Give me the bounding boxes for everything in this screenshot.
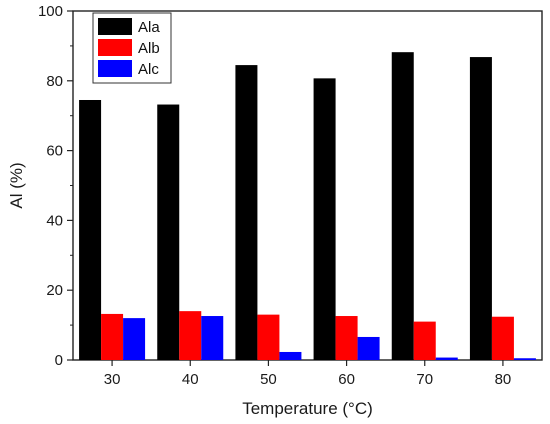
bar-ala-80 <box>469 57 492 361</box>
legend-swatch-alb <box>98 39 132 56</box>
legend-label-ala: Ala <box>138 19 160 36</box>
bar-alc-70 <box>435 357 458 360</box>
x-axis-title: Temperature (°C) <box>242 399 373 418</box>
axes: 0 20 40 60 80 100 30 40 50 60 70 80 <box>38 3 511 388</box>
bar-alc-50 <box>279 351 302 360</box>
bar-ala-50 <box>235 65 258 360</box>
y-tick-label: 0 <box>55 352 63 369</box>
bar-alb-30 <box>101 313 124 360</box>
y-tick-label: 60 <box>46 143 63 160</box>
bar-ala-70 <box>391 52 414 360</box>
bars <box>79 52 536 361</box>
y-tick-label: 80 <box>46 73 63 90</box>
x-tick-label: 40 <box>182 371 199 388</box>
bar-ala-40 <box>157 104 180 360</box>
bar-alc-60 <box>357 336 380 360</box>
legend-label-alb: Alb <box>138 40 160 57</box>
y-axis-title: Al (%) <box>7 162 26 208</box>
bar-alb-60 <box>335 316 358 360</box>
bar-alc-40 <box>201 316 224 360</box>
y-tick-label: 20 <box>46 282 63 299</box>
bar-alc-80 <box>513 358 536 360</box>
x-tick-label: 30 <box>104 371 121 388</box>
legend: Ala Alb Alc <box>92 12 172 84</box>
legend-swatch-alc <box>98 60 132 77</box>
bar-alb-40 <box>179 311 202 360</box>
x-tick-label: 60 <box>338 371 355 388</box>
x-tick-label: 70 <box>416 371 433 388</box>
bar-alb-50 <box>257 314 280 360</box>
legend-swatch-ala <box>98 18 132 35</box>
y-tick-label: 100 <box>38 3 63 20</box>
bar-ala-30 <box>79 99 102 361</box>
bar-alb-80 <box>491 316 514 360</box>
x-tick-label: 80 <box>495 371 512 388</box>
x-tick-label: 50 <box>260 371 277 388</box>
bar-ala-60 <box>313 78 336 361</box>
y-tick-label: 40 <box>46 212 63 229</box>
bar-alc-30 <box>123 318 146 360</box>
bar-alb-70 <box>413 321 436 360</box>
legend-label-alc: Alc <box>138 61 159 78</box>
